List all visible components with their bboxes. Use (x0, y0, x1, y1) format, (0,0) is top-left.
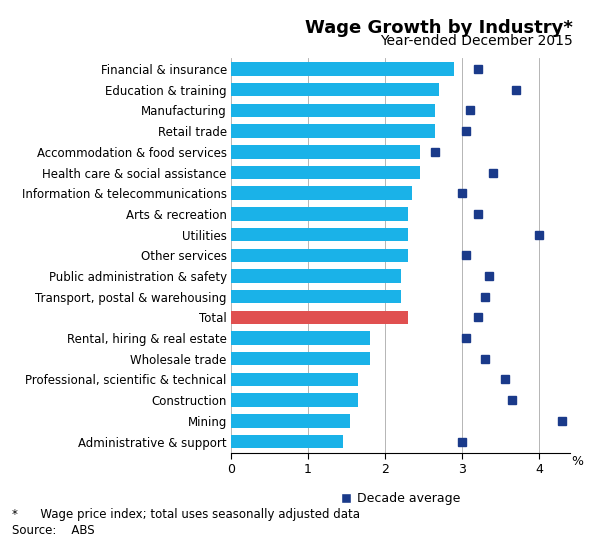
Bar (231, 414, 350, 428)
Bar (231, 62, 454, 76)
Bar (231, 83, 439, 97)
Bar (231, 166, 420, 179)
Text: Year-ended December 2015: Year-ended December 2015 (380, 34, 573, 48)
Bar (231, 125, 435, 138)
Legend: Decade average: Decade average (335, 487, 466, 510)
Bar (231, 373, 358, 386)
Bar (231, 269, 401, 283)
Bar (231, 249, 408, 262)
Bar (231, 187, 412, 200)
Text: Source:    ABS: Source: ABS (12, 524, 95, 537)
Bar (231, 290, 401, 304)
Text: %: % (572, 455, 584, 468)
Text: *      Wage price index; total uses seasonally adjusted data: * Wage price index; total uses seasonall… (12, 508, 360, 521)
Bar (231, 394, 358, 407)
Bar (231, 311, 408, 324)
Bar (231, 104, 435, 117)
Bar (231, 435, 343, 449)
Bar (231, 207, 408, 221)
Bar (231, 145, 420, 159)
Bar (231, 332, 370, 345)
Bar (231, 352, 370, 366)
Text: Wage Growth by Industry*: Wage Growth by Industry* (305, 19, 573, 37)
Bar (231, 228, 408, 242)
